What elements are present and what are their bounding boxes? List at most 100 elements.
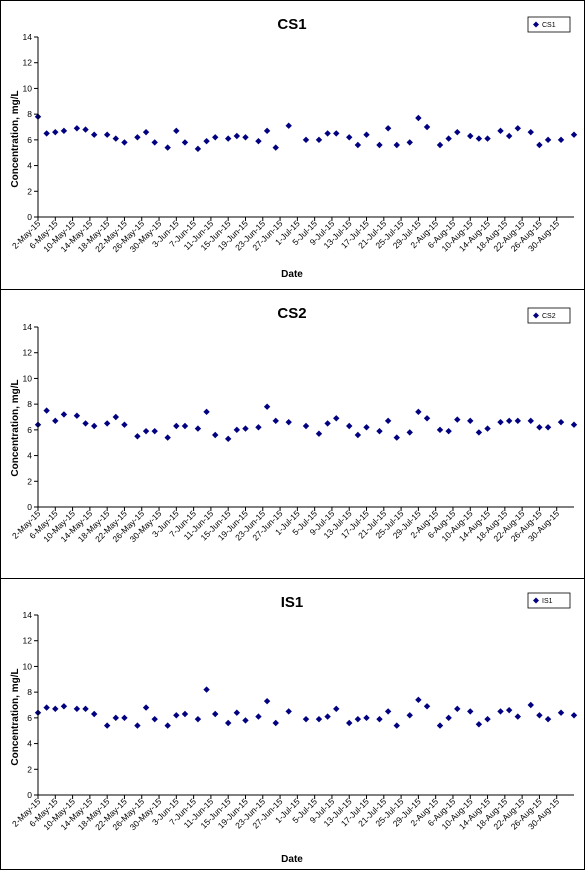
data-point (52, 417, 59, 425)
x-axis-ticks: 2-May-156-May-1510-May-1514-May-1518-May… (10, 217, 561, 254)
legend-label: IS1 (542, 598, 553, 605)
y-tick-label: 14 (23, 32, 33, 42)
data-point (151, 139, 158, 146)
data-point (406, 429, 413, 436)
data-point (302, 136, 310, 144)
data-point (203, 137, 210, 145)
legend-box (527, 16, 571, 33)
data-point (467, 132, 474, 140)
data-point (393, 434, 400, 441)
chart-title: CS1 (277, 16, 306, 33)
data-point (212, 710, 219, 718)
data-point (536, 141, 543, 149)
data-point (194, 145, 202, 153)
data-point (315, 430, 323, 437)
y-tick-label: 6 (27, 425, 32, 435)
data-point (454, 128, 461, 136)
data-point (103, 131, 111, 138)
legend-label: CS1 (542, 22, 556, 29)
data-point (224, 719, 232, 727)
data-point (384, 125, 392, 132)
data-point (315, 136, 323, 144)
data-point (90, 422, 98, 430)
data-point (484, 425, 491, 432)
data-point (43, 130, 50, 137)
data-point (354, 431, 362, 439)
data-point (333, 415, 340, 422)
data-point (142, 704, 150, 711)
data-point (505, 417, 513, 425)
data-point (121, 714, 128, 722)
data-point (233, 709, 241, 716)
legend-marker (533, 21, 539, 28)
legend-label: CS2 (542, 313, 556, 320)
data-point (194, 715, 202, 723)
y-tick-label: 6 (27, 713, 32, 723)
data-point (134, 433, 141, 440)
y-axis-label: Concentration, mg/L (10, 379, 21, 476)
data-point (436, 141, 444, 149)
data-point (90, 131, 98, 138)
chart-panel-cs2: CS2 CS2 Concentration, mg/L 0 2 4 6 8 10 12 14 … (0, 289, 585, 579)
y-tick-label: 8 (27, 109, 32, 119)
data-points (34, 113, 578, 153)
legend-box (527, 592, 571, 609)
data-point (484, 715, 491, 723)
data-point (52, 128, 59, 136)
data-point (557, 418, 565, 426)
data-point (557, 136, 565, 144)
y-tick-label: 8 (27, 399, 32, 409)
data-point (112, 714, 120, 722)
data-point (376, 141, 383, 149)
data-point (263, 127, 271, 135)
data-point (346, 134, 353, 141)
data-point (212, 431, 219, 439)
data-point (302, 422, 310, 430)
data-point (60, 703, 68, 710)
data-point (570, 131, 578, 138)
data-point (173, 422, 180, 430)
data-point (233, 426, 241, 434)
data-point (505, 706, 513, 714)
data-point (82, 705, 89, 713)
y-tick-label: 14 (23, 322, 33, 332)
chart-cs2: CS2 CS2 Concentration, mg/L 02468101214 … (10, 305, 578, 544)
y-tick-label: 0 (27, 502, 32, 512)
data-point (112, 135, 120, 142)
data-point (181, 139, 189, 146)
data-point (315, 715, 323, 723)
data-point (514, 125, 522, 132)
x-axis-ticks: 2-May-156-May-1510-May-1514-May-1518-May… (10, 507, 561, 544)
data-point (376, 715, 383, 723)
data-point (497, 708, 504, 715)
data-point (173, 127, 180, 135)
y-tick-label: 2 (27, 476, 32, 486)
data-point (393, 141, 400, 149)
data-point (406, 139, 413, 146)
data-point (384, 708, 392, 715)
data-point (436, 426, 444, 434)
legend-marker (533, 312, 539, 319)
data-point (121, 421, 128, 428)
data-point (272, 417, 279, 425)
data-point (90, 710, 98, 718)
data-point (272, 719, 279, 727)
data-point (333, 705, 340, 713)
data-point (255, 137, 262, 145)
y-tick-label: 6 (27, 135, 32, 145)
data-point (224, 135, 232, 142)
data-point (393, 722, 400, 729)
data-point (285, 122, 292, 129)
data-point (181, 422, 189, 430)
data-point (242, 425, 249, 432)
data-point (134, 134, 141, 141)
data-point (384, 417, 392, 425)
x-axis-label: Date (281, 269, 303, 280)
data-point (272, 144, 279, 151)
data-point (475, 721, 483, 728)
data-point (164, 144, 171, 151)
data-point (203, 686, 210, 693)
chart-panel-cs1: CS1 CS1 Concentration, mg/L Date 0 2 4 6 8 10… (0, 0, 585, 290)
data-point (527, 417, 534, 425)
data-point (363, 424, 370, 431)
